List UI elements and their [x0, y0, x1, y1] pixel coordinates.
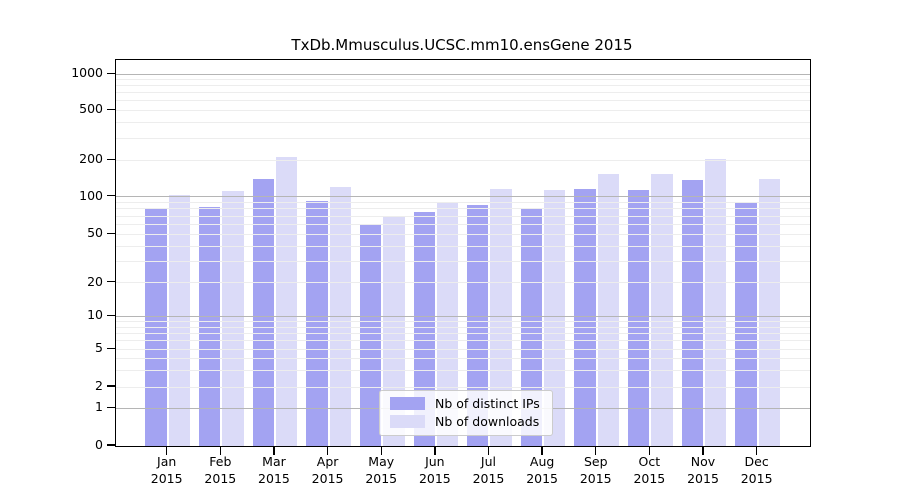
x-tick-label-year: 2015 — [365, 470, 398, 486]
x-tick-label-year: 2015 — [740, 470, 773, 486]
legend-swatch-downloads — [390, 415, 425, 428]
bars-layer — [116, 60, 810, 446]
y-tick-10 — [107, 314, 115, 317]
bar-apr-downloads — [329, 187, 351, 446]
bar-jul-downloads — [490, 189, 512, 446]
x-tick-label-may: May 2015 — [349, 454, 413, 487]
y-tick-label-200: 200 — [79, 151, 103, 167]
x-tick-label-year: 2015 — [687, 470, 719, 486]
y-tick-1000 — [107, 72, 115, 74]
x-tick-label-aug: Aug 2015 — [510, 454, 574, 487]
bar-feb-distinct-ips — [199, 207, 221, 446]
x-tick-label-apr: Apr 2015 — [296, 454, 360, 487]
y-tick-label-1000: 1000 — [71, 65, 103, 81]
plot-area: Nb of distinct IPs Nb of downloads — [115, 59, 811, 447]
y-tick-20 — [107, 280, 115, 283]
x-tick-label-year: 2015 — [418, 470, 451, 486]
y-tick-label-1: 1 — [95, 399, 103, 415]
y-tick-label-5: 5 — [95, 340, 103, 356]
x-tick-label-year: 2015 — [633, 470, 666, 486]
bar-feb-downloads — [222, 190, 244, 446]
bar-jul-distinct-ips — [467, 204, 489, 446]
bar-jan-distinct-ips — [145, 208, 167, 446]
legend-item-distinct-ips: Nb of distinct IPs — [390, 396, 540, 411]
legend-label-downloads: Nb of downloads — [435, 414, 540, 429]
y-tick-label-50: 50 — [87, 225, 103, 241]
bar-may-distinct-ips — [359, 224, 382, 446]
x-tick-label-year: 2015 — [204, 470, 237, 486]
y-tick-label-10: 10 — [87, 307, 103, 323]
x-tick-mar — [273, 447, 275, 455]
x-tick-label-year: 2015 — [258, 470, 290, 486]
bar-oct-distinct-ips — [628, 190, 650, 446]
x-tick-label-nov: Nov 2015 — [671, 454, 735, 487]
x-tick-jul — [487, 447, 490, 455]
y-tick-100 — [107, 194, 115, 197]
y-tick-50 — [107, 232, 115, 234]
x-tick-label-jul: Jul 2015 — [456, 454, 520, 487]
chart-title: TxDb.Mmusculus.UCSC.mm10.ensGene 2015 — [291, 36, 633, 54]
bar-oct-downloads — [651, 173, 673, 446]
x-tick-label-mar: Mar 2015 — [242, 454, 306, 487]
x-tick-label-jun: Jun 2015 — [403, 454, 467, 487]
x-tick-label-oct: Oct 2015 — [617, 454, 681, 487]
bar-dec-distinct-ips — [735, 203, 757, 446]
legend-label-distinct-ips: Nb of distinct IPs — [435, 396, 540, 411]
x-tick-label-dec: Dec 2015 — [725, 454, 789, 487]
x-tick-label-year: 2015 — [472, 470, 505, 486]
x-tick-label-year: 2015 — [150, 470, 183, 486]
y-tick-label-100: 100 — [79, 187, 103, 203]
x-tick-dec — [755, 447, 758, 455]
bar-jun-downloads — [436, 201, 459, 446]
y-tick-500 — [107, 108, 115, 110]
x-tick-may — [380, 447, 382, 455]
bar-mar-downloads — [275, 156, 298, 446]
x-tick-nov — [702, 447, 704, 455]
y-tick-label-0: 0 — [95, 437, 103, 452]
x-tick-label-sep: Sep 2015 — [564, 454, 628, 487]
y-tick-label-20: 20 — [87, 273, 103, 289]
bar-mar-distinct-ips — [252, 179, 274, 446]
y-tick-label-500: 500 — [79, 101, 103, 117]
x-tick-label-feb: Feb 2015 — [188, 454, 252, 487]
y-tick-5 — [107, 347, 115, 349]
bar-nov-distinct-ips — [681, 180, 703, 446]
x-tick-jan — [166, 447, 168, 455]
y-tick-2 — [107, 385, 115, 387]
bar-jan-downloads — [168, 194, 190, 446]
bar-sep-distinct-ips — [574, 188, 596, 446]
y-tick-label-2: 2 — [95, 378, 103, 394]
x-tick-aug — [541, 447, 543, 455]
bar-aug-downloads — [544, 190, 566, 446]
bar-nov-downloads — [705, 159, 727, 446]
x-tick-sep — [595, 447, 597, 455]
x-tick-jun — [434, 447, 436, 455]
legend-swatch-distinct-ips — [390, 397, 425, 410]
y-tick-1 — [107, 406, 115, 408]
x-tick-label-year: 2015 — [311, 470, 344, 486]
x-tick-label-year: 2015 — [579, 470, 612, 486]
x-tick-label-year: 2015 — [526, 470, 559, 486]
x-tick-feb — [219, 447, 222, 455]
bar-apr-distinct-ips — [306, 200, 328, 446]
legend-item-downloads: Nb of downloads — [390, 414, 540, 429]
bar-sep-downloads — [597, 173, 620, 446]
legend: Nb of distinct IPs Nb of downloads — [379, 390, 553, 436]
y-tick-0 — [107, 444, 115, 446]
bar-dec-downloads — [758, 179, 780, 446]
x-tick-oct — [648, 447, 651, 455]
x-tick-label-jan: Jan 2015 — [135, 454, 199, 487]
x-tick-apr — [326, 447, 329, 455]
bar-may-downloads — [383, 216, 405, 446]
y-tick-200 — [107, 158, 115, 161]
